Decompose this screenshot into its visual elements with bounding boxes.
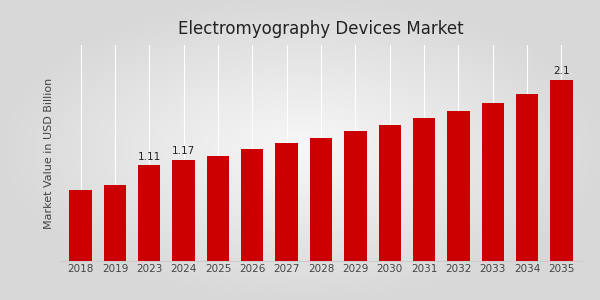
Bar xyxy=(516,94,538,261)
Text: 1.17: 1.17 xyxy=(172,146,195,157)
Bar xyxy=(207,156,229,261)
Bar xyxy=(275,143,298,261)
Bar xyxy=(550,80,572,261)
Bar xyxy=(70,190,92,261)
Bar xyxy=(482,103,504,261)
Text: 1.11: 1.11 xyxy=(137,152,161,162)
Bar xyxy=(172,160,195,261)
Bar xyxy=(104,185,126,261)
Bar xyxy=(344,131,367,261)
Title: Electromyography Devices Market: Electromyography Devices Market xyxy=(178,20,464,38)
Bar xyxy=(413,118,435,261)
Bar xyxy=(310,138,332,261)
Bar xyxy=(379,125,401,261)
Bar xyxy=(241,149,263,261)
Bar xyxy=(138,165,160,261)
Y-axis label: Market Value in USD Billion: Market Value in USD Billion xyxy=(44,77,55,229)
Text: 2.1: 2.1 xyxy=(553,66,570,76)
Bar xyxy=(447,111,470,261)
